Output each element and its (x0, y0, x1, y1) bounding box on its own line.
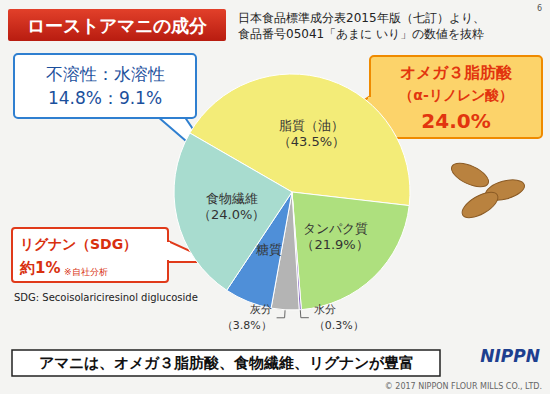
svg-text:約1%: 約1% (19, 259, 60, 277)
svg-text:SDG: Secoisolariciresinol digl: SDG: Secoisolariciresinol diglucoside (14, 292, 198, 303)
svg-text:（21.9%）: （21.9%） (301, 237, 368, 252)
svg-text:© 2017 NIPPON FLOUR MILLS CO.,: © 2017 NIPPON FLOUR MILLS CO., LTD. (385, 382, 542, 391)
svg-text:食品番号05041「あまに いり」の数値を抜粋: 食品番号05041「あまに いり」の数値を抜粋 (238, 27, 484, 41)
svg-text:（α-リノレン酸）: （α-リノレン酸） (399, 87, 512, 103)
svg-text:脂質（油）: 脂質（油） (279, 118, 344, 133)
svg-text:タンパク質: タンパク質 (303, 221, 368, 236)
svg-text:※自社分析: ※自社分析 (64, 267, 108, 277)
svg-text:糖質: 糖質 (256, 242, 282, 257)
svg-text:NIPPN: NIPPN (480, 346, 540, 366)
svg-text:日本食品標準成分表2015年版（七訂）より、: 日本食品標準成分表2015年版（七訂）より、 (238, 11, 485, 25)
svg-text:リグナン（SDG）: リグナン（SDG） (20, 236, 137, 252)
svg-text:24.0%: 24.0% (421, 109, 490, 133)
svg-text:灰分: 灰分 (250, 303, 272, 316)
svg-text:6: 6 (537, 4, 542, 13)
svg-text:オメガ３脂肪酸: オメガ３脂肪酸 (400, 63, 513, 82)
svg-text:ローストアマニの成分: ローストアマニの成分 (27, 15, 208, 36)
svg-text:不溶性：水溶性: 不溶性：水溶性 (46, 64, 165, 84)
svg-text:（0.3%）: （0.3%） (314, 319, 364, 332)
svg-text:14.8%：9.1%: 14.8%：9.1% (48, 88, 162, 108)
svg-text:アマニは、オメガ３脂肪酸、食物繊維、リグナンが豊富: アマニは、オメガ３脂肪酸、食物繊維、リグナンが豊富 (39, 354, 414, 372)
svg-text:水分: 水分 (314, 303, 336, 316)
svg-text:（24.0%）: （24.0%） (198, 207, 265, 222)
svg-text:（43.5%）: （43.5%） (278, 134, 345, 149)
svg-text:食物繊維: 食物繊維 (206, 191, 258, 206)
svg-text:（3.8%）: （3.8%） (222, 319, 272, 332)
